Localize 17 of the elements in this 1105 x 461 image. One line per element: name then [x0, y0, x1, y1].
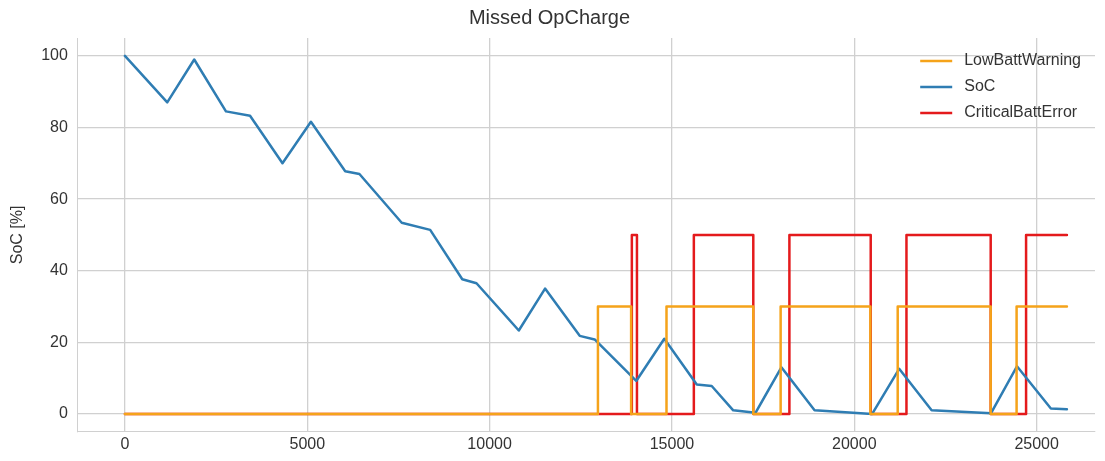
y-tick-label: 60: [50, 189, 68, 207]
y-tick-label: 0: [58, 404, 68, 422]
legend-label: CriticalBattError: [964, 103, 1078, 121]
x-tick-label: 20000: [832, 434, 877, 452]
x-tick-label: 10000: [467, 434, 512, 452]
chart-title: Missed OpCharge: [468, 5, 631, 28]
legend-label: LowBattWarning: [964, 51, 1081, 69]
y-tick-label: 100: [41, 46, 68, 64]
x-tick-label: 5000: [289, 434, 326, 452]
y-tick-label: 80: [50, 117, 68, 135]
legend-label: SoC: [964, 77, 996, 95]
y-tick-label: 40: [50, 261, 68, 279]
x-tick-label: 25000: [1014, 434, 1059, 452]
y-axis-title: SoC [%]: [8, 205, 26, 265]
y-tick-label: 20: [50, 332, 68, 350]
x-tick-label: 15000: [649, 434, 695, 452]
x-tick-label: 0: [120, 434, 130, 452]
